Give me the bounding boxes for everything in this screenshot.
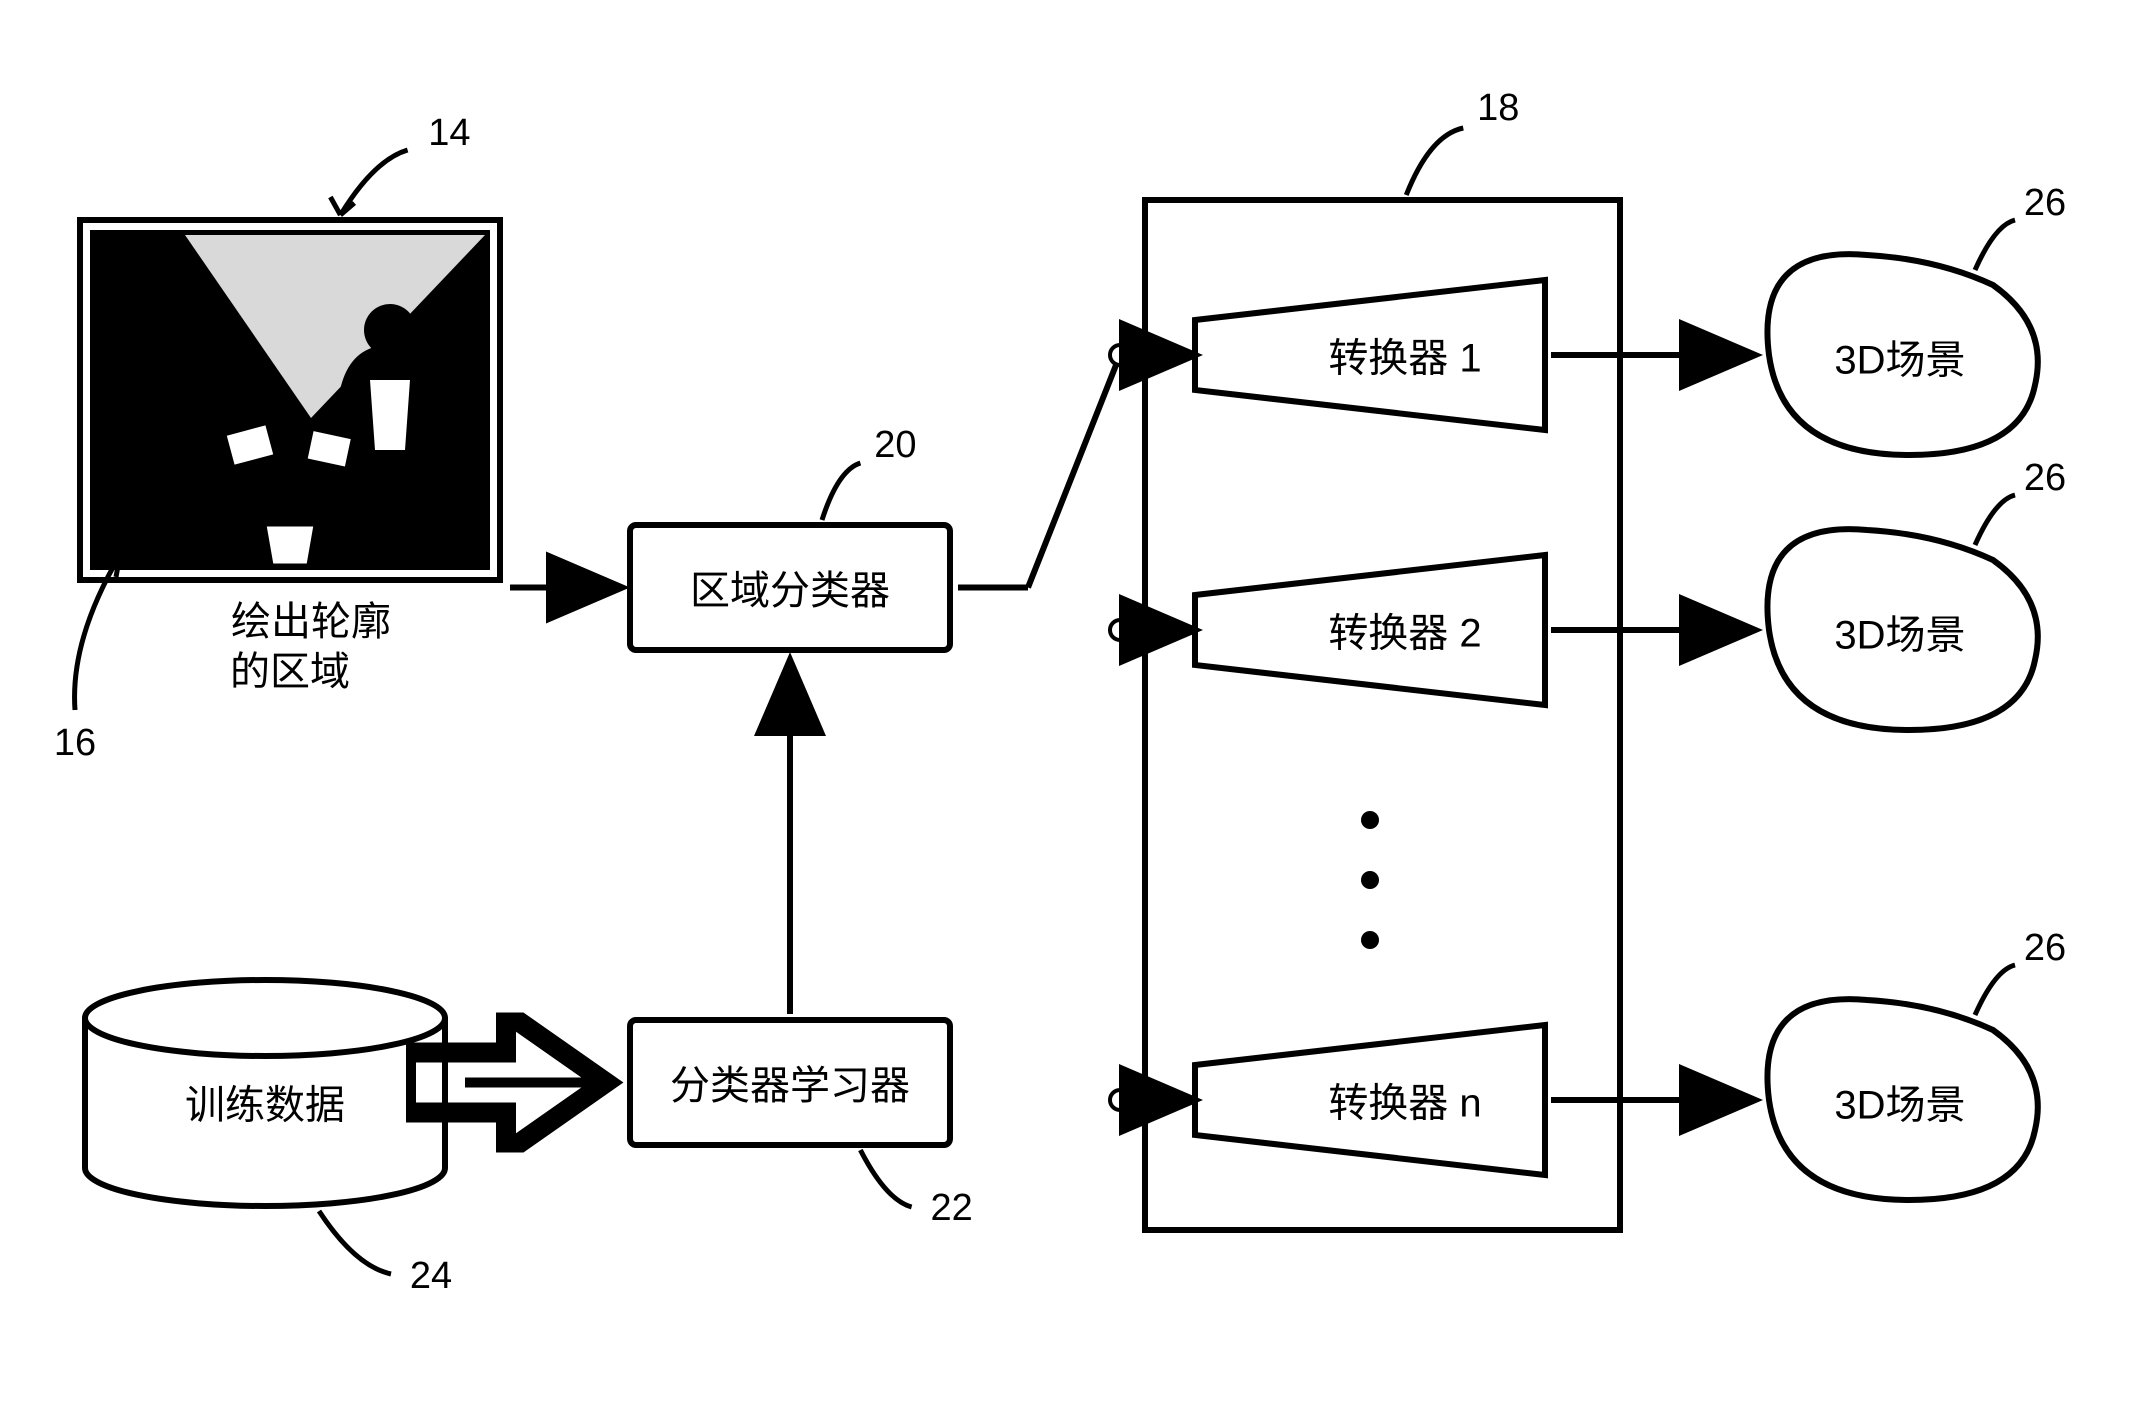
svg-text:3D场景: 3D场景: [1834, 614, 1965, 658]
svg-text:14: 14: [428, 112, 470, 154]
switch-terminal: [1110, 1090, 1130, 1110]
ellipsis-dot: [1361, 811, 1379, 829]
svg-text:转换器 1: 转换器 1: [1328, 337, 1481, 381]
svg-text:转换器 n: 转换器 n: [1328, 1082, 1481, 1126]
svg-text:22: 22: [930, 1187, 972, 1229]
svg-text:26: 26: [2024, 927, 2066, 969]
svg-text:16: 16: [54, 722, 96, 764]
input-image: [80, 150, 500, 580]
svg-text:转换器 2: 转换器 2: [1328, 612, 1481, 656]
svg-text:18: 18: [1477, 87, 1519, 129]
ellipsis-dot: [1361, 931, 1379, 949]
svg-text:分类器学习器: 分类器学习器: [670, 1064, 910, 1108]
switch-terminal: [1110, 345, 1130, 365]
svg-text:24: 24: [410, 1255, 452, 1297]
svg-text:26: 26: [2024, 182, 2066, 224]
svg-text:的区域: 的区域: [230, 650, 350, 694]
ellipsis-dot: [1361, 871, 1379, 889]
svg-text:训练数据: 训练数据: [185, 1084, 345, 1128]
svg-text:绘出轮廓: 绘出轮廓: [231, 600, 391, 644]
switch-terminal: [1110, 620, 1130, 640]
svg-text:26: 26: [2024, 457, 2066, 499]
svg-text:20: 20: [874, 424, 916, 466]
svg-text:3D场景: 3D场景: [1834, 339, 1965, 383]
svg-text:3D场景: 3D场景: [1834, 1084, 1965, 1128]
svg-text:区域分类器: 区域分类器: [690, 569, 890, 613]
